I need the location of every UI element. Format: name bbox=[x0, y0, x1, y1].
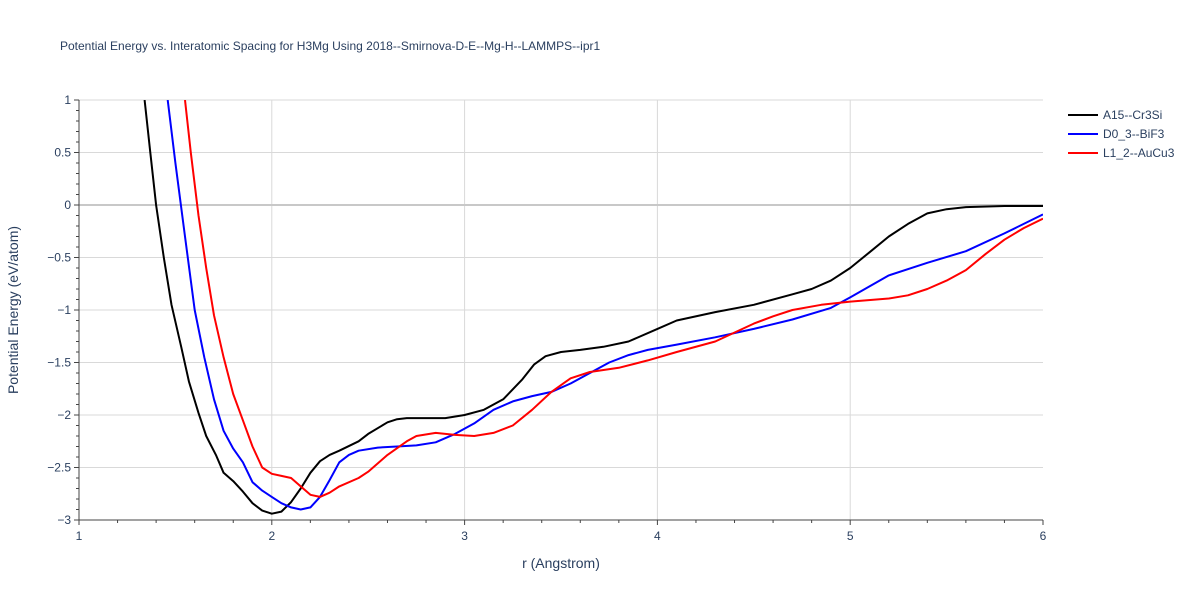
y-tick-label: −2.5 bbox=[47, 461, 71, 475]
x-tick-label: 3 bbox=[461, 529, 468, 543]
y-tick-label: −1.5 bbox=[47, 356, 71, 370]
grid-lines bbox=[79, 99, 1043, 520]
chart-title: Potential Energy vs. Interatomic Spacing… bbox=[60, 39, 600, 53]
y-tick-label: −3 bbox=[57, 513, 71, 527]
legend-label: D0_3--BiF3 bbox=[1103, 127, 1165, 141]
axes: 1 2 3 4 5 6 −3 −2.5 −2 −1.5 −1 −0.5 0 0.5 1 bbox=[47, 93, 1046, 543]
x-tick-label: 2 bbox=[268, 529, 275, 543]
y-tick-label: 0 bbox=[64, 198, 71, 212]
series-line-l1-2-aucu3[interactable] bbox=[184, 100, 1043, 498]
series-lines bbox=[143, 100, 1043, 515]
x-tick-label: 4 bbox=[654, 529, 661, 543]
legend[interactable]: A15--Cr3Si D0_3--BiF3 L1_2--AuCu3 bbox=[1068, 108, 1175, 160]
legend-label: A15--Cr3Si bbox=[1103, 108, 1162, 122]
legend-item[interactable]: L1_2--AuCu3 bbox=[1068, 146, 1175, 160]
y-tick-label: 1 bbox=[64, 93, 71, 107]
legend-item[interactable]: D0_3--BiF3 bbox=[1068, 127, 1165, 141]
series-line-a15-cr3si[interactable] bbox=[143, 100, 1043, 515]
y-axis-title: Potential Energy (eV/atom) bbox=[5, 226, 21, 394]
y-tick-label: −0.5 bbox=[47, 251, 71, 265]
legend-label: L1_2--AuCu3 bbox=[1103, 146, 1175, 160]
y-tick-label: 0.5 bbox=[54, 146, 71, 160]
legend-item[interactable]: A15--Cr3Si bbox=[1068, 108, 1162, 122]
y-tick-label: −1 bbox=[57, 303, 71, 317]
y-tick-label: −2 bbox=[57, 408, 71, 422]
x-tick-label: 6 bbox=[1040, 529, 1047, 543]
x-tick-label: 5 bbox=[847, 529, 854, 543]
x-tick-label: 1 bbox=[76, 529, 83, 543]
x-axis-title: r (Angstrom) bbox=[522, 555, 600, 571]
series-line-d0-3-bif3[interactable] bbox=[166, 100, 1043, 511]
